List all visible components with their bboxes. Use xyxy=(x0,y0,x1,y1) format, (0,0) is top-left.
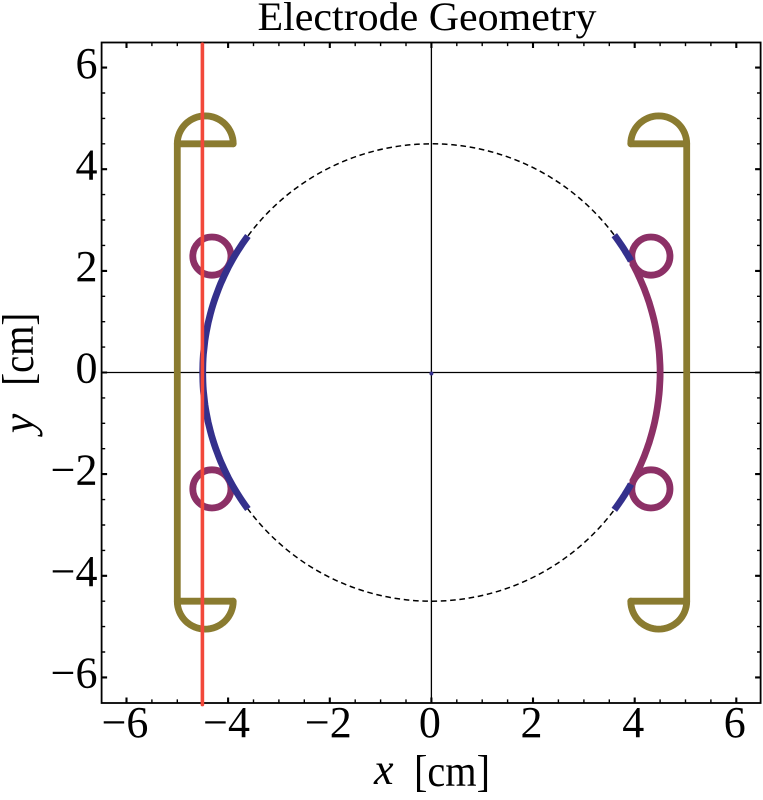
svg-text:y[cm]: y[cm] xyxy=(0,313,43,438)
svg-text:2: 2 xyxy=(76,242,98,291)
svg-text:−2: −2 xyxy=(305,698,352,747)
svg-text:Electrode Geometry: Electrode Geometry xyxy=(258,0,597,39)
svg-text:6: 6 xyxy=(76,39,98,88)
svg-text:4: 4 xyxy=(622,698,644,747)
svg-text:−2: −2 xyxy=(51,445,98,494)
svg-text:0: 0 xyxy=(419,698,441,747)
svg-text:−6: −6 xyxy=(102,698,149,747)
svg-text:2: 2 xyxy=(521,698,543,747)
svg-text:0: 0 xyxy=(76,344,98,393)
svg-text:−6: −6 xyxy=(51,649,98,698)
svg-text:−4: −4 xyxy=(203,698,250,747)
svg-text:[cm]: [cm] xyxy=(414,747,490,796)
svg-text:x: x xyxy=(373,745,394,794)
svg-text:6: 6 xyxy=(724,698,746,747)
svg-text:4: 4 xyxy=(76,140,98,189)
svg-text:−4: −4 xyxy=(51,547,98,596)
